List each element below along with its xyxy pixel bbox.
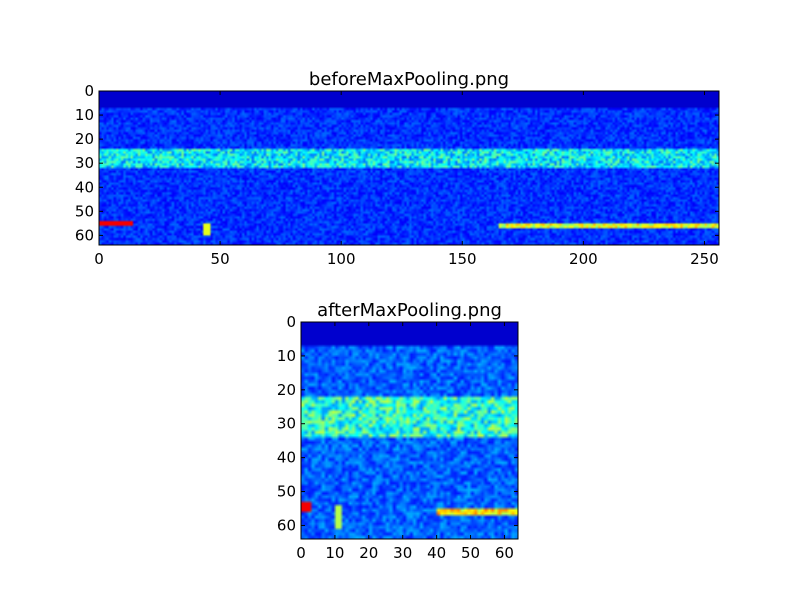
y-tick-label: 20 xyxy=(75,130,94,148)
heatmap-before xyxy=(99,91,719,245)
y-tick-label: 30 xyxy=(75,154,94,172)
x-tick-label: 40 xyxy=(427,544,446,562)
x-tick-label: 0 xyxy=(296,544,306,562)
chart-title: afterMaxPooling.png xyxy=(317,300,502,321)
x-tick-label: 50 xyxy=(461,544,480,562)
x-tick-label: 200 xyxy=(569,250,598,268)
y-tick-label: 10 xyxy=(277,347,296,365)
y-tick-label: 40 xyxy=(75,178,94,196)
y-tick-label: 60 xyxy=(277,516,296,534)
y-tick-label: 40 xyxy=(277,449,296,467)
x-tick-label: 150 xyxy=(448,250,477,268)
x-tick-label: 10 xyxy=(325,544,344,562)
y-tick-label: 0 xyxy=(286,313,296,331)
x-tick-label: 50 xyxy=(211,250,230,268)
x-tick-label: 30 xyxy=(393,544,412,562)
axes-frame xyxy=(98,90,720,246)
axes-frame xyxy=(300,321,519,540)
x-tick-label: 20 xyxy=(359,544,378,562)
y-tick-label: 10 xyxy=(75,106,94,124)
chart-title: beforeMaxPooling.png xyxy=(309,69,509,90)
x-tick-label: 100 xyxy=(327,250,356,268)
y-tick-label: 60 xyxy=(75,226,94,244)
y-tick-label: 30 xyxy=(277,415,296,433)
y-tick-label: 50 xyxy=(75,202,94,220)
y-tick-label: 0 xyxy=(84,82,94,100)
y-tick-label: 50 xyxy=(277,483,296,501)
heatmap-after xyxy=(301,322,518,539)
y-tick-label: 20 xyxy=(277,381,296,399)
x-tick-label: 60 xyxy=(495,544,514,562)
x-tick-label: 250 xyxy=(690,250,719,268)
x-tick-label: 0 xyxy=(94,250,104,268)
